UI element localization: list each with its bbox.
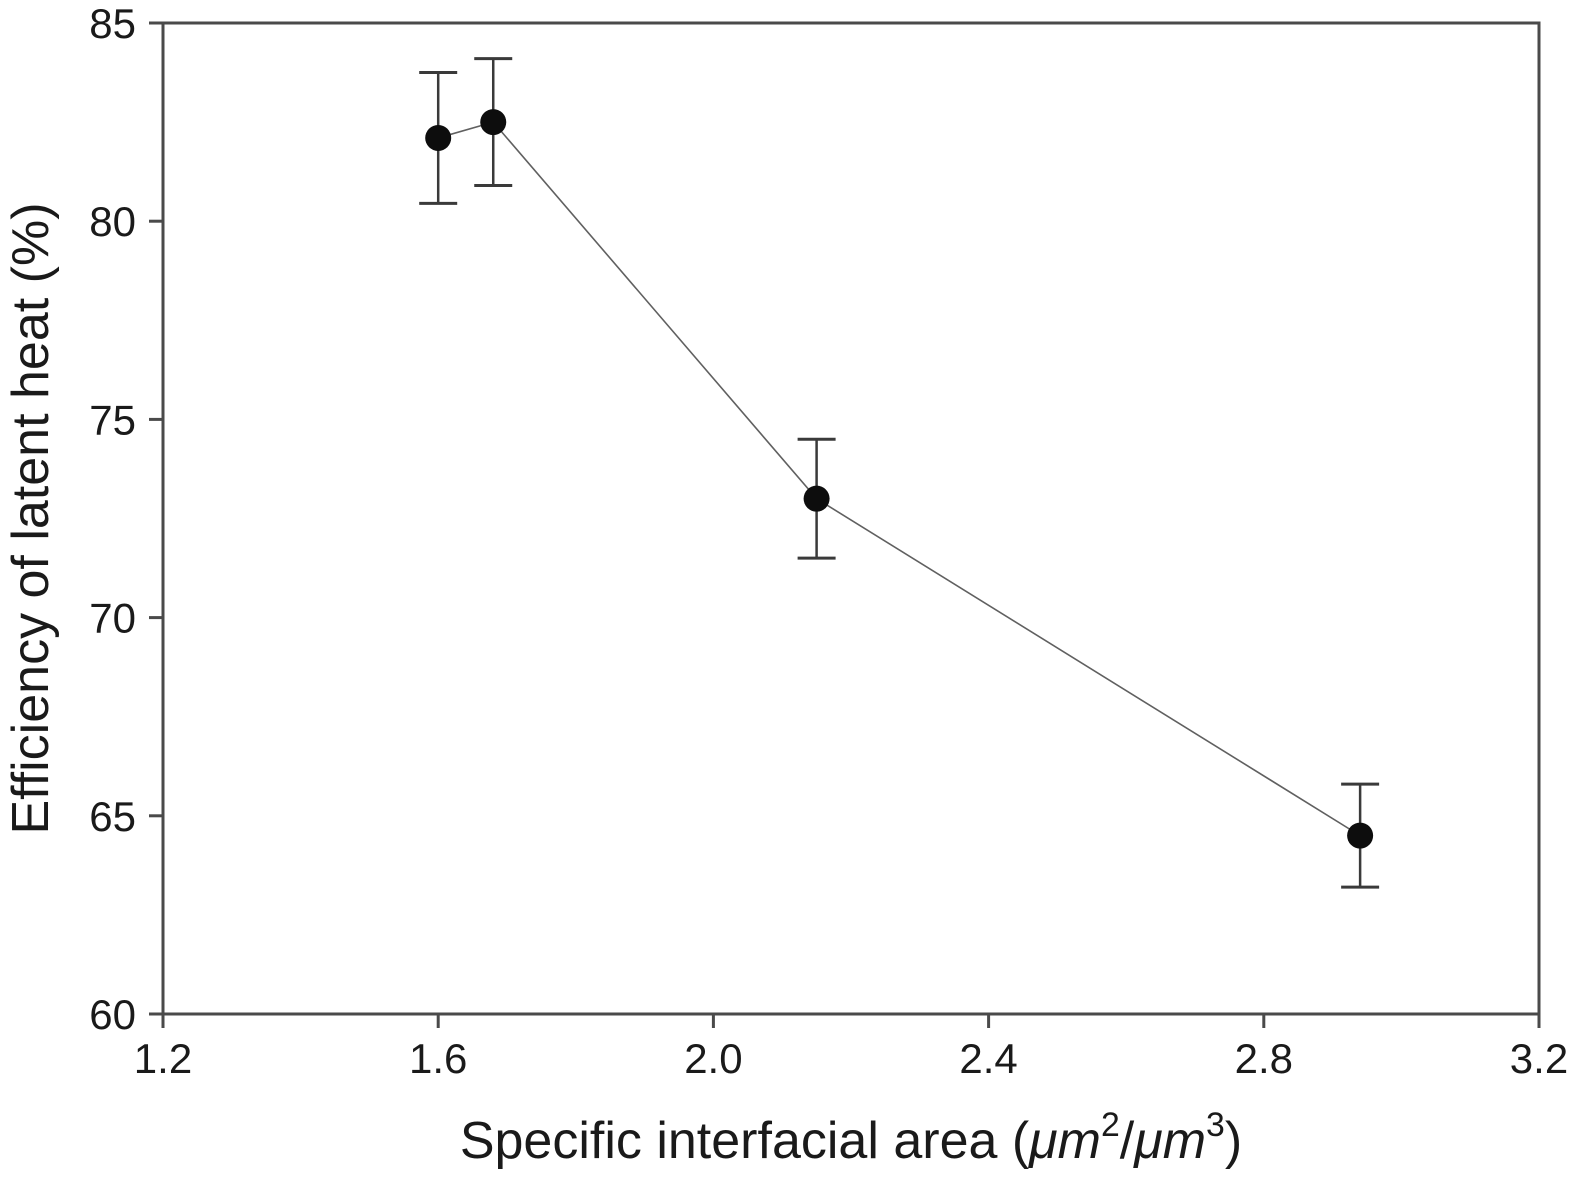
y-axis-title: Efficiency of latent heat (%) xyxy=(2,202,60,834)
data-point xyxy=(803,485,830,512)
data-point xyxy=(425,124,452,151)
series-line xyxy=(437,121,1361,837)
y-tick-label: 75 xyxy=(89,396,136,443)
data-point xyxy=(1347,822,1374,849)
x-tick-label: 2.8 xyxy=(1235,1035,1293,1082)
y-tick-label: 80 xyxy=(89,198,136,245)
x-axis-title-part: Specific interfacial area ( xyxy=(460,1112,1030,1170)
x-tick-label: 1.2 xyxy=(134,1035,192,1082)
data-point xyxy=(480,109,507,136)
x-tick-label: 1.6 xyxy=(409,1035,467,1082)
x-tick-label: 2.4 xyxy=(959,1035,1017,1082)
y-tick-label: 70 xyxy=(89,595,136,642)
x-tick-label: 2.0 xyxy=(684,1035,742,1082)
x-axis-title: Specific interfacial area (μm2/μm3) xyxy=(460,1106,1242,1170)
y-tick-label: 60 xyxy=(89,991,136,1038)
plot-frame xyxy=(161,21,1541,1016)
x-axis-title-part: μm xyxy=(1132,1112,1206,1170)
y-tick-label: 85 xyxy=(89,0,136,47)
x-axis-title-part: ) xyxy=(1225,1112,1242,1170)
x-tick-label: 3.2 xyxy=(1510,1035,1568,1082)
x-axis-title-superscript: 2 xyxy=(1101,1106,1120,1144)
x-axis-title-superscript: 3 xyxy=(1206,1106,1225,1144)
x-axis-title-part: / xyxy=(1120,1112,1135,1170)
x-axis-title-part: μm xyxy=(1027,1112,1101,1170)
y-tick-label: 65 xyxy=(89,793,136,840)
